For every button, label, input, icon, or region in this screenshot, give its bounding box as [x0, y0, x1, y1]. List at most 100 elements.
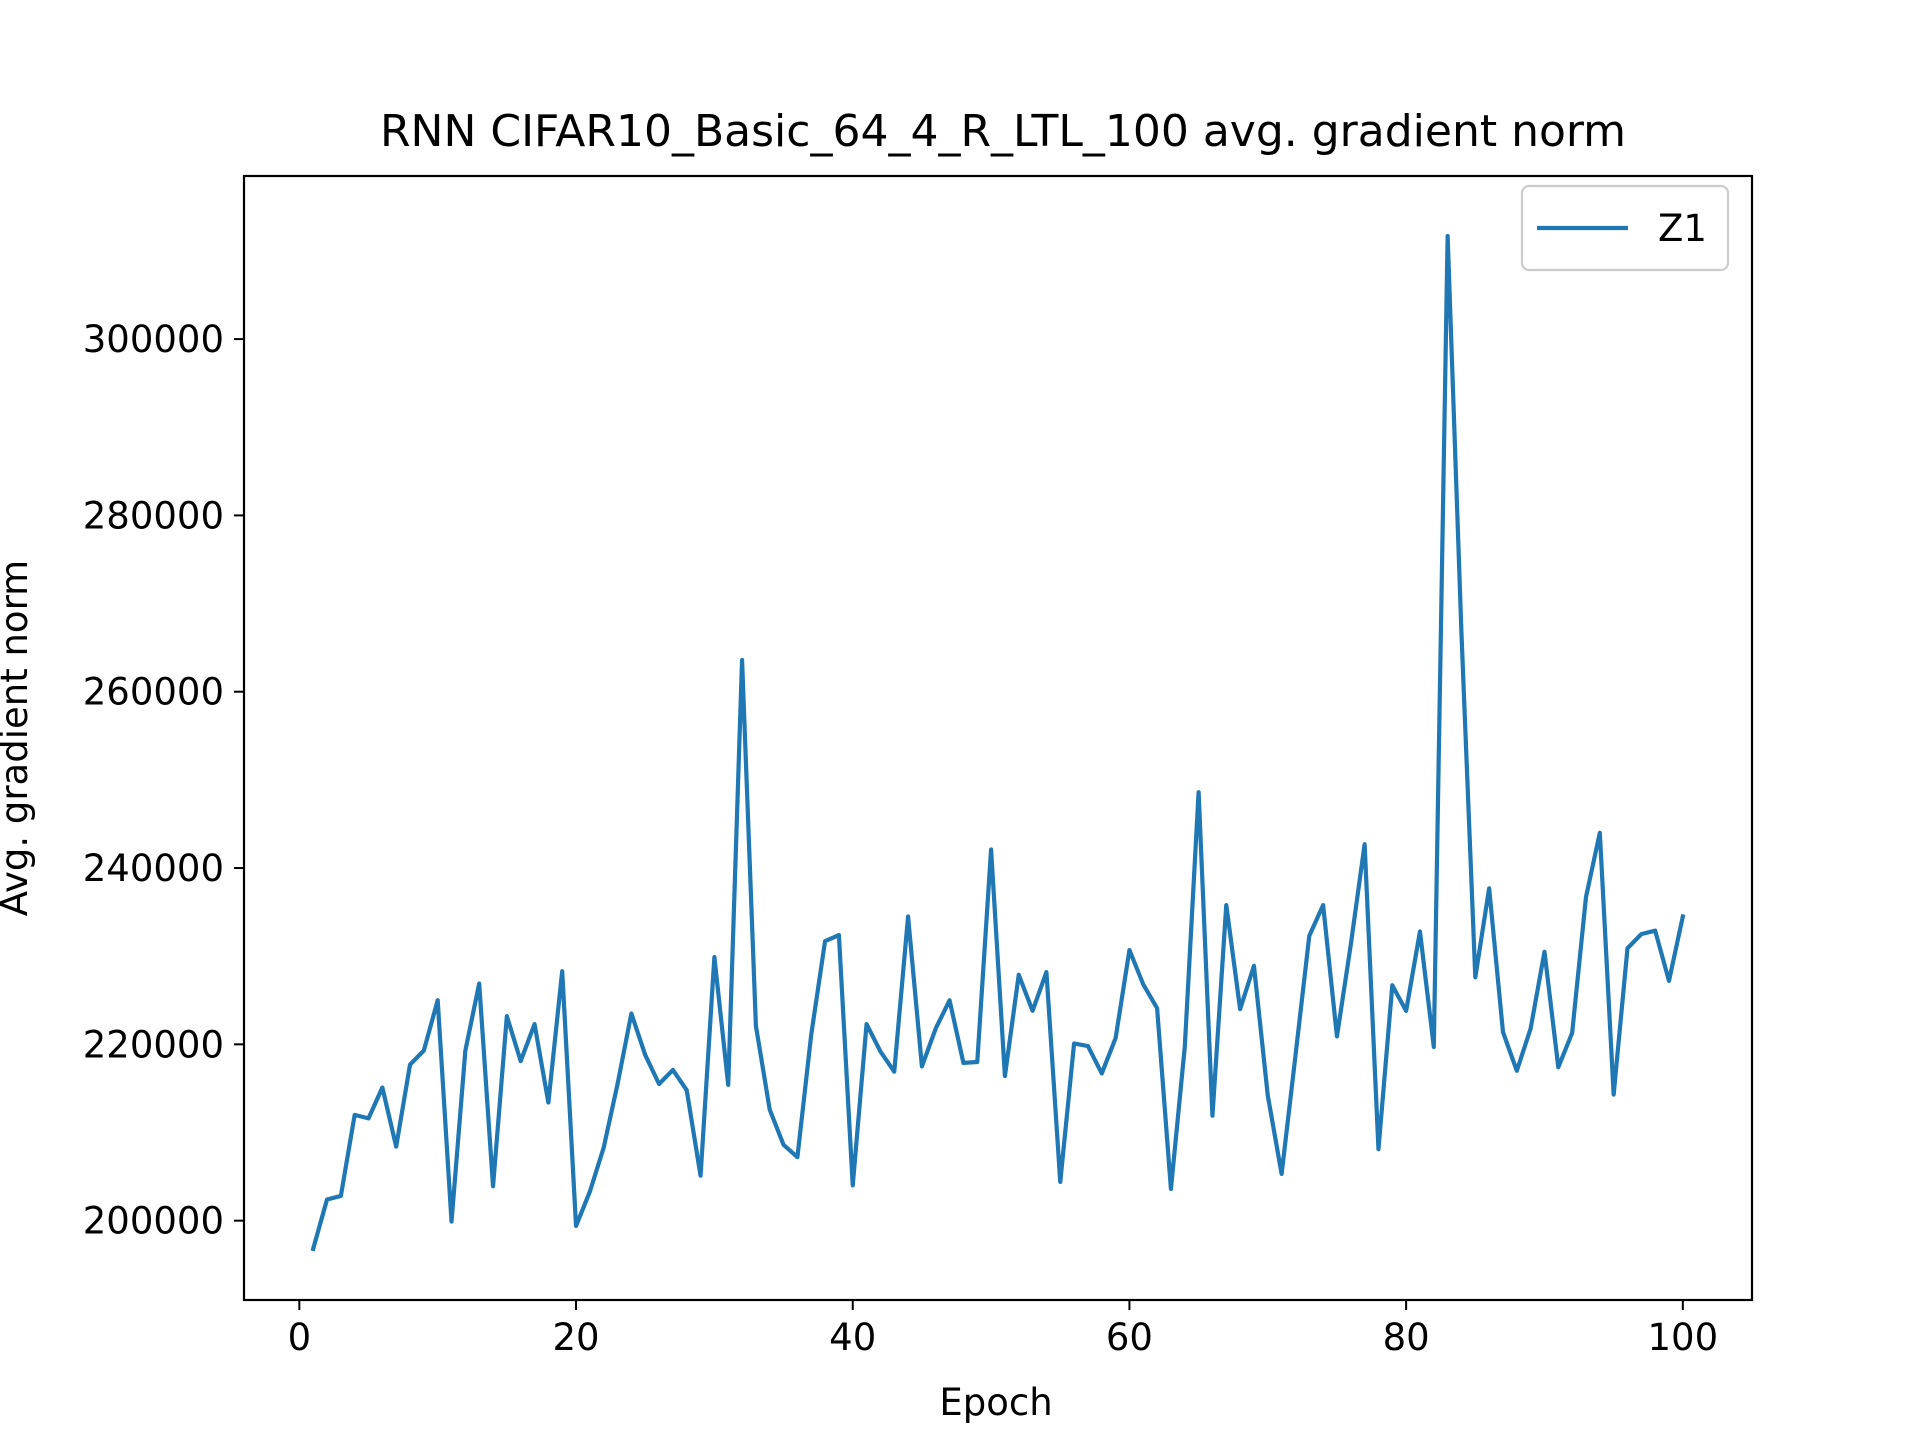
data-point [353, 1113, 357, 1117]
data-point [1113, 1036, 1117, 1040]
data-point [1459, 631, 1463, 635]
data-point [1653, 929, 1657, 933]
plot-frame [242, 174, 1754, 1302]
data-point [1542, 950, 1546, 954]
data-point [1210, 1114, 1214, 1118]
data-point [1238, 1007, 1242, 1011]
data-point [1446, 234, 1450, 238]
y-axis: 200000 220000 240000 260000 280000 300000 [83, 318, 244, 1243]
data-point [1681, 914, 1685, 918]
data-point [588, 1189, 592, 1193]
legend: Z1 [1520, 184, 1730, 272]
data-point [449, 1219, 453, 1223]
data-point [1612, 1092, 1616, 1096]
data-point [947, 998, 951, 1002]
data-point [920, 1064, 924, 1068]
data-point [809, 1033, 813, 1037]
data-point [740, 658, 744, 662]
data-point [1501, 1030, 1505, 1034]
data-point [726, 1083, 730, 1087]
data-point [1293, 1054, 1297, 1058]
data-point [1086, 1044, 1090, 1048]
data-point [878, 1049, 882, 1053]
data-point [1321, 903, 1325, 907]
data-point [892, 1070, 896, 1074]
legend-label: Z1 [1658, 207, 1707, 250]
data-point [505, 1014, 509, 1018]
data-point [685, 1088, 689, 1092]
data-point [823, 939, 827, 943]
data-point [671, 1068, 675, 1072]
y-axis-label: Avg. gradient norm [0, 560, 36, 916]
data-point [1058, 1180, 1062, 1184]
data-point [1224, 903, 1228, 907]
data-point [1363, 842, 1367, 846]
data-point [657, 1082, 661, 1086]
plot-area: 0 20 40 60 80 100 200000 220000 240000 260000 280… [83, 174, 1754, 1359]
data-point [1266, 1093, 1270, 1097]
data-point [311, 1247, 315, 1251]
data-point [1141, 982, 1145, 986]
y-tick-label: 240000 [83, 847, 224, 890]
data-point [491, 1184, 495, 1188]
data-point [864, 1022, 868, 1026]
data-point [837, 933, 841, 937]
x-tick-label: 20 [552, 1316, 599, 1359]
data-point [754, 1024, 758, 1028]
data-point [1487, 886, 1491, 890]
data-point [1515, 1069, 1519, 1073]
data-point [629, 1011, 633, 1015]
data-point [1473, 975, 1477, 979]
data-point [712, 955, 716, 959]
data-point [1155, 1006, 1159, 1010]
data-point [934, 1026, 938, 1030]
y-tick-label: 300000 [83, 318, 224, 361]
data-point [1100, 1071, 1104, 1075]
data-point [975, 1060, 979, 1064]
data-point [1529, 1026, 1533, 1030]
data-point [961, 1061, 965, 1065]
data-point [989, 847, 993, 851]
y-tick-label: 280000 [83, 494, 224, 537]
series-line-z1 [310, 233, 1686, 1252]
data-point [1072, 1041, 1076, 1045]
data-point [380, 1085, 384, 1089]
data-point [1169, 1187, 1173, 1191]
data-point [1667, 979, 1671, 983]
data-point [546, 1100, 550, 1104]
data-point [1003, 1074, 1007, 1078]
chart-title: RNN CIFAR10_Basic_64_4_R_LTL_100 avg. gr… [380, 106, 1626, 157]
data-point [1639, 932, 1643, 936]
data-point [1598, 831, 1602, 835]
data-point [477, 981, 481, 985]
data-point [1197, 790, 1201, 794]
y-tick-label: 220000 [83, 1023, 224, 1066]
data-point [602, 1145, 606, 1149]
x-tick-label: 80 [1383, 1316, 1430, 1359]
data-point [1404, 1009, 1408, 1013]
data-point [1183, 1045, 1187, 1049]
data-point [394, 1145, 398, 1149]
data-point [422, 1048, 426, 1052]
data-point [1030, 1009, 1034, 1013]
data-point [1432, 1045, 1436, 1049]
x-axis-label: Epoch [939, 1381, 1052, 1424]
x-tick-label: 60 [1106, 1316, 1153, 1359]
y-tick-label: 260000 [83, 671, 224, 714]
data-point [366, 1116, 370, 1120]
data-point [698, 1174, 702, 1178]
data-point [339, 1194, 343, 1198]
data-point [560, 969, 564, 973]
data-point [851, 1183, 855, 1187]
data-point [1584, 895, 1588, 899]
data-point [1017, 973, 1021, 977]
data-point [436, 998, 440, 1002]
data-point [1570, 1031, 1574, 1035]
data-point [1044, 970, 1048, 974]
data-point [615, 1082, 619, 1086]
data-point [574, 1224, 578, 1228]
data-point [1625, 946, 1629, 950]
data-point [1556, 1065, 1560, 1069]
